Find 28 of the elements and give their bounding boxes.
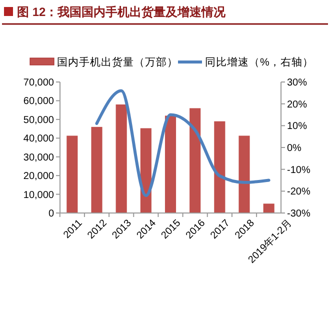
- bar: [190, 108, 201, 213]
- y2-tick-label: 30%: [287, 78, 308, 88]
- y-tick-label: 50,000: [23, 114, 54, 126]
- bar: [91, 126, 102, 213]
- y-tick-label: 10,000: [23, 190, 54, 201]
- bar: [116, 104, 127, 213]
- bar: [66, 136, 78, 213]
- legend-label: 国内手机出货量（万部）: [57, 56, 178, 69]
- chart-title: 图 12：我国国内手机出货量及增速情况: [17, 5, 227, 19]
- y-tick-label: 40,000: [23, 134, 54, 145]
- bar: [164, 116, 176, 213]
- y-tick-label: 70,000: [23, 78, 54, 88]
- bar: [238, 136, 250, 213]
- y-tick-label: 30,000: [23, 152, 54, 164]
- y-tick-label: 0: [48, 208, 54, 220]
- legend-label: 同比增速（%，右轴）: [205, 56, 314, 69]
- y2-tick-label: -10%: [287, 164, 310, 176]
- y2-tick-label: 10%: [287, 121, 308, 132]
- bar: [140, 128, 152, 213]
- y2-tick-label: 20%: [287, 99, 308, 110]
- y-tick-label: 20,000: [23, 171, 54, 182]
- y2-tick-label: -30%: [287, 208, 310, 220]
- bar: [214, 121, 226, 213]
- bar: [263, 204, 274, 213]
- line-series: [95, 89, 270, 198]
- y2-tick-label: -20%: [287, 186, 310, 198]
- y2-tick-label: 0%: [287, 143, 302, 154]
- y-tick-label: 60,000: [23, 96, 54, 108]
